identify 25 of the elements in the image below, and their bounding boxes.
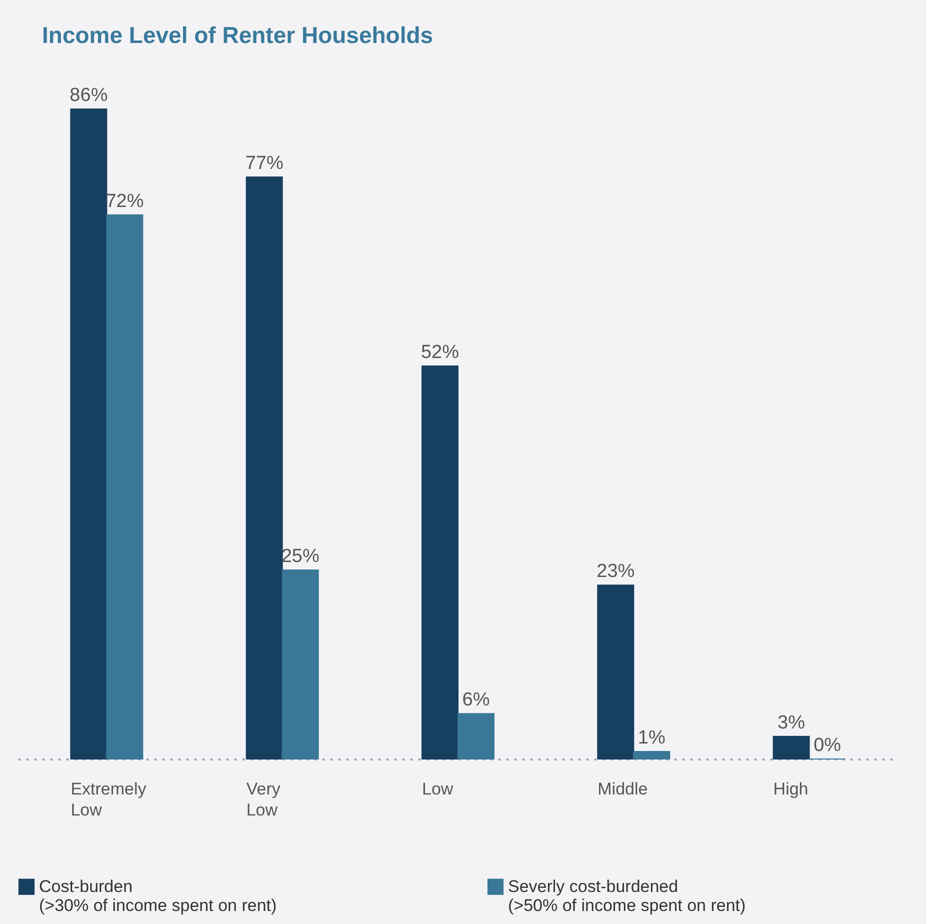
bar [772,736,810,760]
data-label: 23% [596,561,635,582]
legend-label: Severly cost-burdened (>50% of income spent on rent) [508,876,746,915]
data-label: 6% [462,690,490,711]
data-label: 77% [245,153,284,174]
data-label: 1% [638,727,666,748]
bar [421,365,458,760]
x-tick-label: Extremely Low [70,780,147,820]
bar [282,570,319,760]
data-label: 86% [70,85,108,106]
data-label: 52% [420,342,460,363]
bar [106,214,144,760]
bar [633,750,670,760]
x-tick-label: High [773,780,808,798]
bar [246,176,283,760]
legend-label: Cost-burden (>30% of income spent on rent) [39,876,277,915]
chart-title: Income Level of Renter Households [42,22,434,48]
data-label: 3% [778,712,806,734]
x-tick-label: Middle [598,780,648,798]
x-tick-label: Low [422,780,454,798]
bar [70,108,108,760]
x-tick-label: Very Low [246,780,281,820]
bar [458,713,495,760]
bar [597,584,634,760]
data-label: 0% [814,735,842,756]
